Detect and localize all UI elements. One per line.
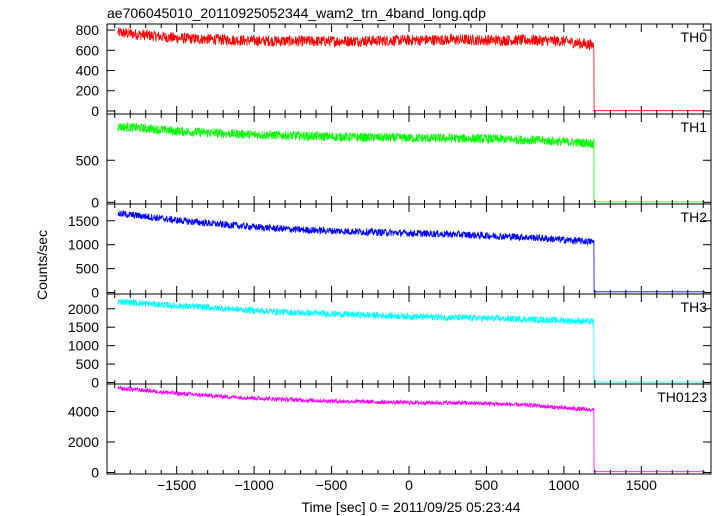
y-tick-label: 4000 bbox=[68, 403, 99, 419]
series-line-th2 bbox=[117, 210, 705, 293]
series-line-th1 bbox=[117, 121, 705, 203]
y-tick-label: 800 bbox=[76, 22, 100, 38]
x-tick-label: 1000 bbox=[548, 477, 579, 493]
panel-th1: 0 500 TH1 bbox=[76, 113, 712, 210]
x-tick-label: −500 bbox=[316, 477, 348, 493]
panel-label: TH2 bbox=[681, 209, 708, 225]
y-tick-label: 500 bbox=[76, 261, 100, 277]
panel-label: TH0123 bbox=[657, 389, 707, 405]
panel-frame bbox=[106, 203, 712, 295]
y-tick-label: 500 bbox=[76, 356, 100, 372]
panel-th0: 0 200 400 600 800 TH0 bbox=[76, 22, 712, 119]
y-tick-label: 0 bbox=[91, 103, 99, 119]
y-tick-label: 400 bbox=[76, 63, 100, 79]
y-tick-label: 1500 bbox=[68, 319, 99, 335]
y-tick-label: 200 bbox=[76, 83, 100, 99]
y-tick-label: 2000 bbox=[68, 301, 99, 317]
x-axis-label: Time [sec] 0 = 2011/09/25 05:23:44 bbox=[301, 499, 520, 515]
panel-th2: 0 500 1000 1500 TH2 bbox=[68, 203, 712, 301]
panel-label: TH1 bbox=[681, 119, 708, 135]
y-tick-label: 500 bbox=[76, 152, 100, 168]
series-line-th3 bbox=[117, 298, 705, 383]
series-line-th0 bbox=[117, 27, 705, 112]
panel-th3: 0 500 1000 1500 2000 TH3 bbox=[68, 293, 712, 391]
x-tick-label: −1500 bbox=[157, 477, 197, 493]
chart-title: ae706045010_20110925052344_wam2_trn_4ban… bbox=[107, 5, 486, 21]
panel-frame bbox=[106, 113, 712, 205]
y-tick-label: 1000 bbox=[68, 338, 99, 354]
panel-label: TH0 bbox=[681, 29, 708, 45]
y-tick-label: 2000 bbox=[68, 434, 99, 450]
x-tick-label: 0 bbox=[405, 477, 413, 493]
y-tick-label: 1000 bbox=[68, 237, 99, 253]
panel-stack: 0 200 400 600 800 TH0 0 500 TH1 0 500 1000 1500 TH2 0 5… bbox=[68, 22, 712, 493]
series-line-th0123 bbox=[117, 385, 705, 473]
y-tick-label: 0 bbox=[91, 285, 99, 301]
y-tick-label: 0 bbox=[91, 194, 99, 210]
x-tick-label: 1500 bbox=[626, 477, 657, 493]
y-tick-label: 0 bbox=[91, 464, 99, 480]
y-tick-label: 600 bbox=[76, 42, 100, 58]
panel-frame bbox=[106, 383, 712, 475]
panel-th0123: 0 2000 4000 TH0123 bbox=[68, 383, 712, 480]
panel-label: TH3 bbox=[681, 299, 708, 315]
y-tick-label: 1500 bbox=[68, 213, 99, 229]
y-tick-label: 0 bbox=[91, 375, 99, 391]
y-axis-label: Counts/sec bbox=[34, 230, 50, 300]
x-tick-label: 500 bbox=[475, 477, 499, 493]
x-tick-label: −1000 bbox=[234, 477, 274, 493]
